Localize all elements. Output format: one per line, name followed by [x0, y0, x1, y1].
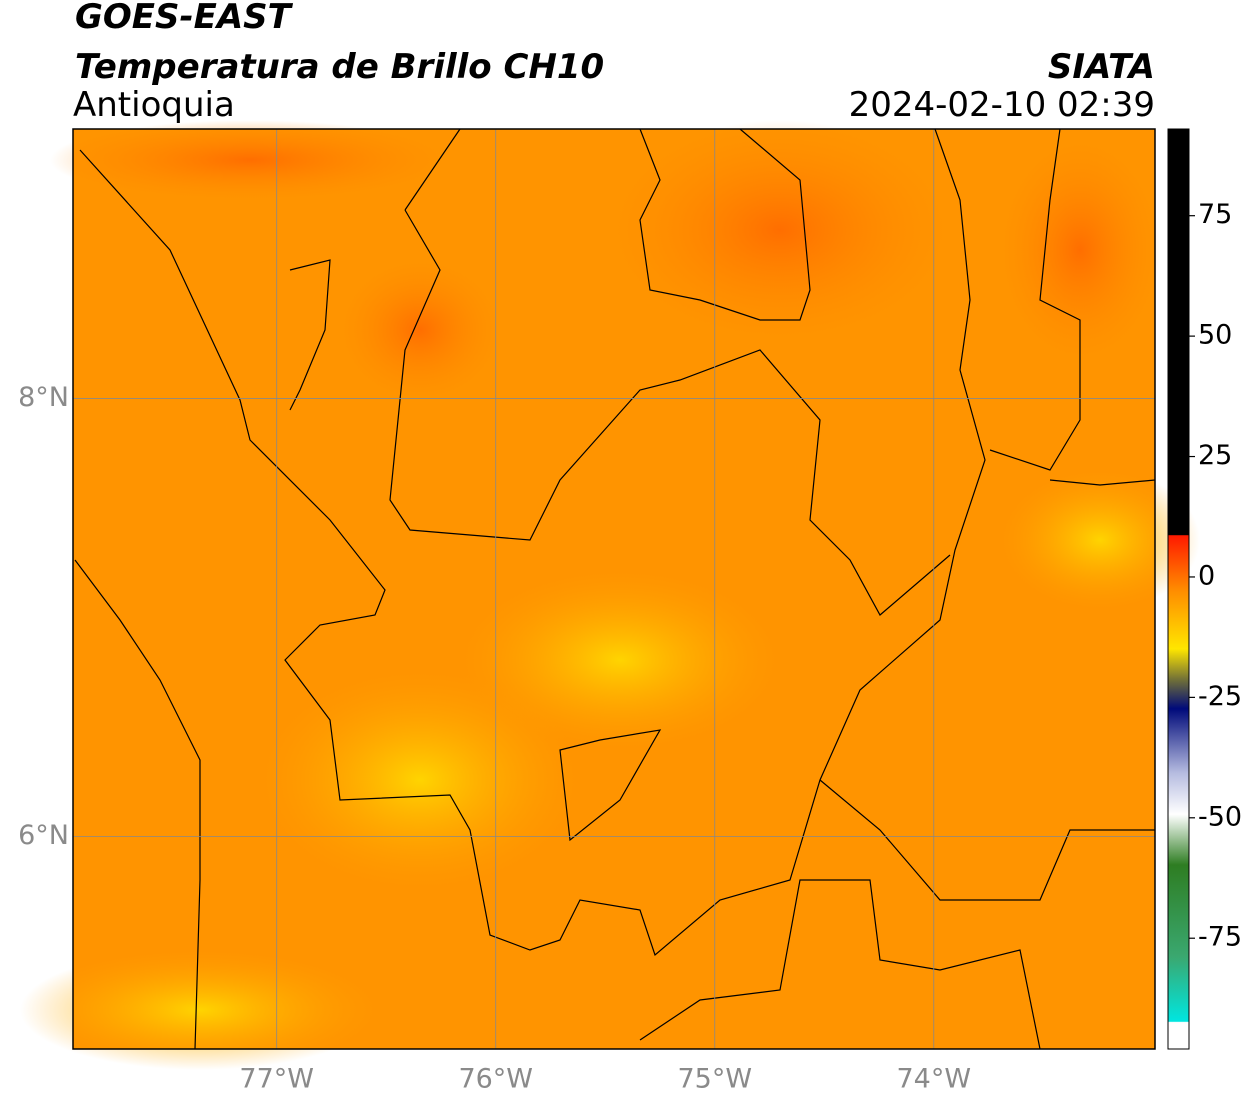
- source: SIATA: [1048, 47, 1155, 87]
- subtitle: Temperatura de Brillo CH10: [75, 47, 604, 87]
- map-area: [20, 120, 1200, 1070]
- colorbar-tick-label: 25: [1198, 440, 1232, 471]
- y-tick-label: 8°N: [18, 382, 69, 413]
- colorbar-tick-label: -50: [1198, 801, 1242, 832]
- warm-region: [20, 950, 380, 1070]
- colorbar-tick-label: 75: [1198, 199, 1232, 230]
- x-tick-label: 77°W: [239, 1064, 314, 1095]
- colorbar-tick-label: 50: [1198, 320, 1232, 351]
- datetime: 2024-02-10 02:39: [849, 85, 1155, 125]
- colorbar-tick-label: -75: [1198, 922, 1242, 953]
- cold-region: [340, 260, 500, 400]
- x-tick-label: 75°W: [677, 1064, 752, 1095]
- x-tick-label: 74°W: [897, 1064, 972, 1095]
- warm-region: [260, 670, 580, 890]
- borders: [74, 128, 1156, 1050]
- cold-region: [50, 120, 450, 200]
- map-frame: [72, 128, 1156, 1050]
- colorbar-tick-label: 0: [1198, 560, 1215, 591]
- warm-region: [1000, 470, 1200, 610]
- cold-region: [1000, 140, 1160, 360]
- title: GOES-EAST: [75, 0, 294, 37]
- warm-region: [460, 570, 780, 750]
- cold-region: [610, 120, 950, 340]
- colorbar-tick-label: -25: [1198, 681, 1242, 712]
- colorbar: [1167, 128, 1190, 1050]
- x-tick-label: 76°W: [458, 1064, 533, 1095]
- y-tick-label: 6°N: [18, 820, 69, 851]
- region: Antioquia: [73, 85, 235, 125]
